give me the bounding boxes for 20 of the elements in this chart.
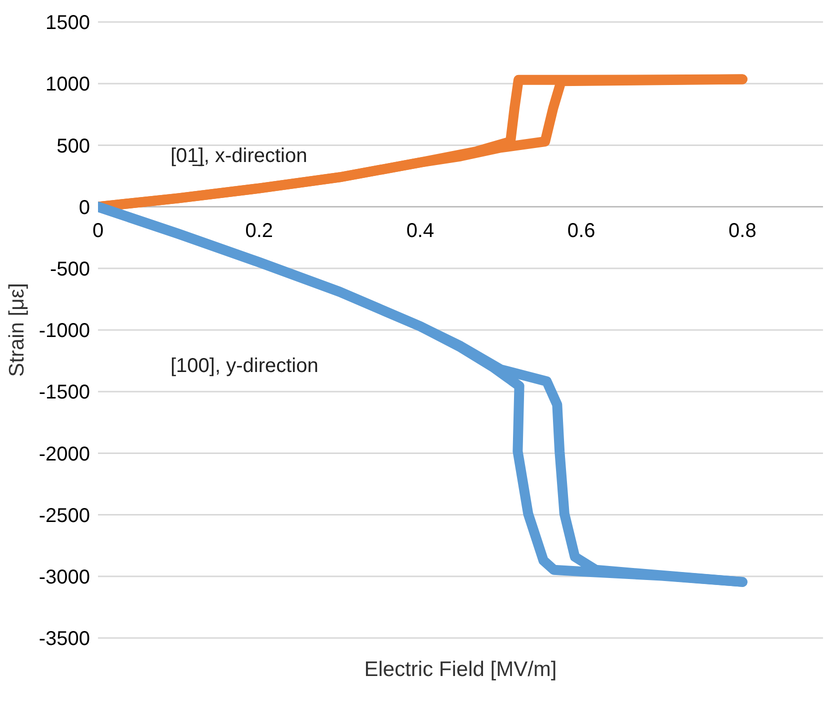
y-tick-label: -2500 bbox=[38, 504, 90, 527]
y-tick-label: -3000 bbox=[38, 566, 90, 588]
y-tick-label: -3500 bbox=[38, 628, 90, 650]
x-axis-title: Electric Field [MV/m] bbox=[364, 658, 557, 681]
y-tick-label: 0 bbox=[78, 196, 90, 219]
y-tick-label: 1500 bbox=[46, 12, 90, 34]
y-tick-label: 1000 bbox=[46, 74, 90, 96]
y-tick-label: -1500 bbox=[38, 382, 90, 404]
annotation: [100], y-direction bbox=[170, 354, 318, 378]
x-tick-label: 0 bbox=[92, 220, 104, 242]
y-tick-label: -1000 bbox=[38, 320, 90, 342]
x-tick-label: 0.8 bbox=[728, 220, 756, 242]
x-tick-label: 0.4 bbox=[406, 220, 434, 242]
annotation: [01̲], x-direction bbox=[170, 145, 308, 168]
y-tick-label: -2000 bbox=[38, 443, 90, 466]
y-axis-title: Strain [με] bbox=[5, 283, 28, 377]
y-tick-label: -500 bbox=[50, 258, 90, 280]
y-tick-label: 500 bbox=[56, 135, 90, 158]
x-tick-label: 0.6 bbox=[567, 220, 596, 242]
x-tick-label: 0.2 bbox=[245, 220, 274, 242]
